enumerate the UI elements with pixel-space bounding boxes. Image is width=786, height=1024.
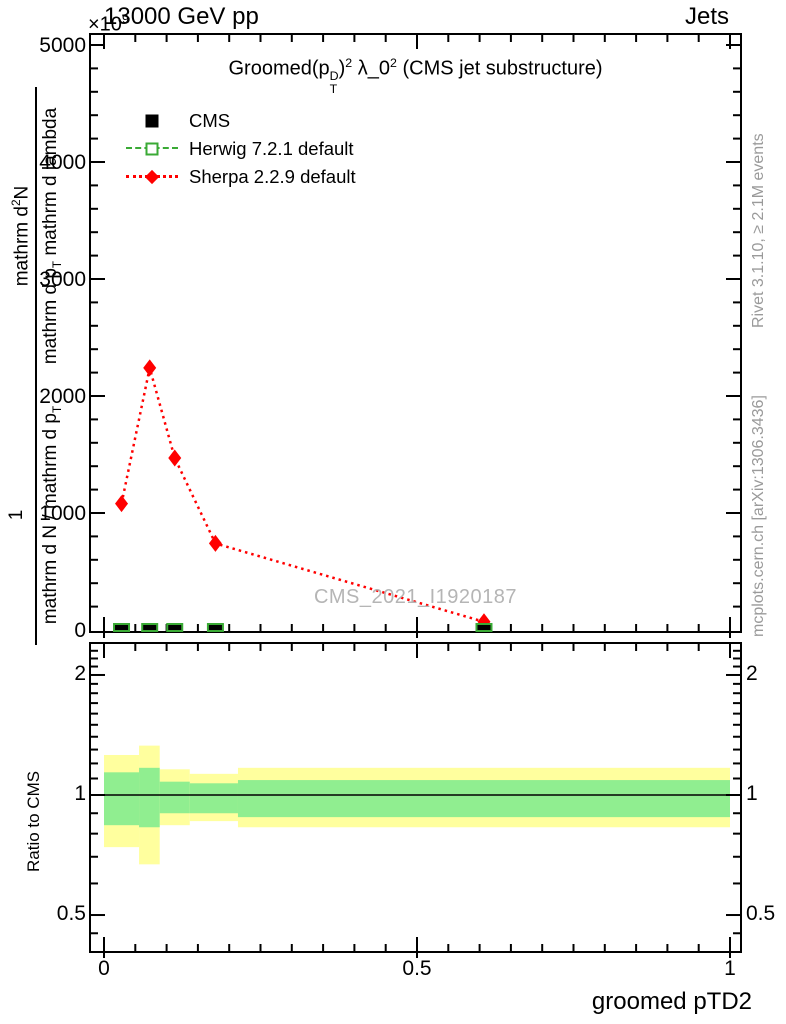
ylabel-frac2-denominator: mathrm d pT mathrm d lambda — [40, 107, 65, 365]
rivet-version-label: Rivet 3.1.10, ≥ 2.1M events — [750, 133, 767, 328]
y-axis-multiplier: ×109 — [88, 12, 129, 36]
xtick-05: 0.5 — [402, 957, 432, 980]
title-text: Groomed — [228, 57, 312, 80]
legend-swatch-herwig — [126, 139, 178, 159]
ratio-ytick-left-05: 0.5 — [56, 902, 86, 925]
cms-filled-square-icon — [145, 114, 159, 128]
legend-label-herwig: Herwig 7.2.1 default — [189, 138, 354, 159]
legend-swatch-cms — [126, 111, 178, 131]
legend: CMS Herwig 7.2.1 default Sherpa 2.2.9 de… — [126, 107, 356, 191]
x-axis-title: groomed pTD2 — [591, 988, 752, 1015]
plot-title: Groomed(p D T)2 λ_02 (CMS jet substructure… — [228, 56, 603, 96]
mcplots-reference-label: mcplots.cern.ch [arXiv:1306.3436] — [750, 395, 767, 637]
legend-item-sherpa: Sherpa 2.2.9 default — [126, 163, 356, 191]
beam-energy-label: 13000 GeV pp — [104, 3, 259, 30]
herwig-open-square-icon — [145, 142, 159, 156]
ratio-ytick-left-1: 1 — [74, 782, 86, 805]
ylabel-frac2-numerator: mathrm d2N — [10, 185, 33, 287]
legend-label-cms: CMS — [189, 110, 231, 131]
analysis-group-label: Jets — [685, 3, 730, 30]
ratio-ytick-left-2: 2 — [74, 662, 86, 685]
main-ytick-0: 0 — [74, 619, 86, 642]
main-ytick-3000: 3000 — [39, 268, 86, 291]
ratio-ytick-right-05: 0.5 — [746, 902, 776, 925]
legend-item-herwig: Herwig 7.2.1 default — [126, 135, 356, 163]
ratio-ytick-right-2: 2 — [746, 662, 758, 685]
xtick-1: 1 — [724, 957, 736, 980]
sherpa-diamond-icon — [144, 169, 160, 185]
watermark: CMS_2021_I1920187 — [313, 586, 518, 608]
main-ytick-1000: 1000 — [39, 502, 86, 525]
xtick-0: 0 — [98, 957, 110, 980]
legend-swatch-sherpa — [126, 167, 178, 187]
ratio-ytick-right-1: 1 — [746, 782, 758, 805]
legend-label-sherpa: Sherpa 2.2.9 default — [189, 166, 356, 187]
main-ytick-4000: 4000 — [39, 151, 86, 174]
main-ytick-2000: 2000 — [39, 385, 86, 408]
legend-item-cms: CMS — [126, 107, 356, 135]
main-ytick-5000: 5000 — [39, 34, 86, 57]
